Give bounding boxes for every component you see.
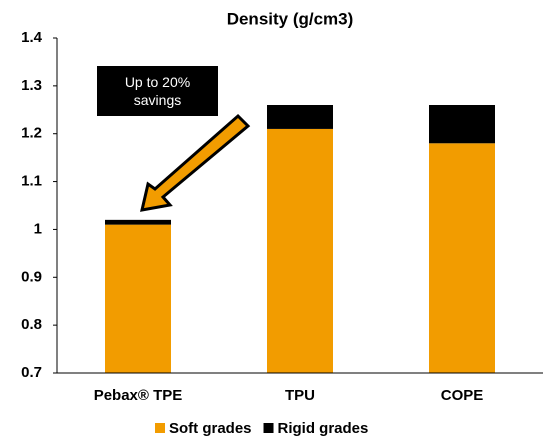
bar-segment bbox=[105, 219, 171, 225]
legend-label: Rigid grades bbox=[278, 420, 369, 437]
x-tick-label: Pebax® TPE bbox=[94, 387, 183, 404]
bar-segment bbox=[267, 105, 333, 129]
y-tick-label: 1.4 bbox=[21, 29, 43, 46]
bar-segment bbox=[429, 143, 495, 373]
y-tick-label: 0.7 bbox=[21, 364, 42, 381]
legend-swatch bbox=[155, 423, 165, 433]
legend-label: Soft grades bbox=[169, 420, 252, 437]
annotation: Up to 20% savings bbox=[97, 66, 218, 116]
arrow bbox=[140, 113, 251, 212]
bar-segment bbox=[105, 224, 171, 373]
y-tick-label: 1 bbox=[34, 220, 42, 237]
x-tick-label: TPU bbox=[285, 387, 315, 404]
bar-segment bbox=[429, 105, 495, 144]
y-tick-label: 1.2 bbox=[21, 125, 42, 142]
chart-title: Density (g/cm3) bbox=[227, 9, 354, 28]
bar-segment bbox=[267, 128, 333, 373]
y-tick-label: 1.3 bbox=[21, 77, 42, 94]
x-tick-label: COPE bbox=[441, 387, 484, 404]
y-tick-label: 0.9 bbox=[21, 268, 42, 285]
legend-swatch bbox=[263, 423, 274, 433]
y-tick-label: 0.8 bbox=[21, 316, 42, 333]
y-tick-label: 1.1 bbox=[21, 173, 42, 190]
